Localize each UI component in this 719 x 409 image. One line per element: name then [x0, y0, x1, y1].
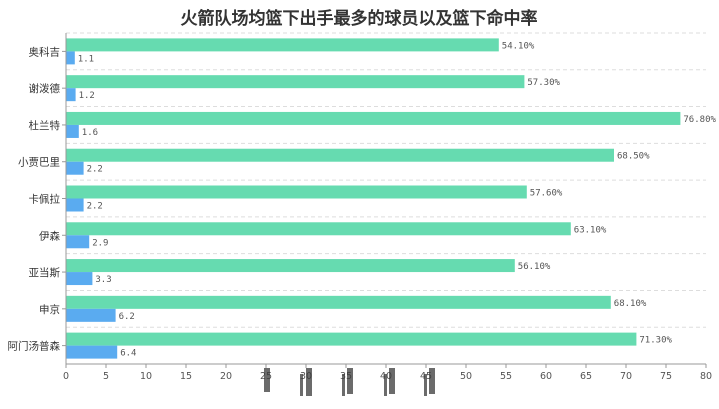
watermark-mark	[424, 374, 427, 396]
bars: 54.10% 1.1 57.30% 1.2 76.80% 1.6 68.50% 2.2 57.6…	[66, 38, 716, 359]
y-category-label: 卡佩拉	[29, 193, 61, 206]
data-label: 1.2	[79, 91, 95, 101]
bar-rate	[66, 185, 527, 199]
grid	[66, 32, 706, 328]
bar-rate	[66, 75, 525, 89]
x-tick-label: 55	[500, 371, 512, 382]
bar-attempts	[66, 198, 84, 212]
watermark-mark	[429, 368, 435, 394]
y-category-label: 伊森	[39, 229, 60, 242]
data-label: 1.1	[78, 54, 94, 64]
x-tick-label: 50	[460, 371, 472, 382]
bar-rate	[66, 148, 614, 162]
data-label: 56.10%	[518, 262, 551, 272]
data-label: 71.30%	[639, 336, 672, 346]
watermark-mark	[384, 374, 387, 396]
watermark-mark	[300, 374, 303, 396]
data-label: 6.4	[120, 349, 136, 359]
bar-rate	[66, 259, 515, 273]
x-tick-label: 5	[103, 371, 109, 382]
data-label: 2.2	[87, 202, 103, 212]
bar-attempts	[66, 124, 79, 138]
data-label: 2.9	[92, 238, 108, 248]
data-label: 3.3	[95, 275, 111, 285]
bar-attempts	[66, 161, 84, 175]
watermark-mark	[347, 368, 353, 394]
bar-rate	[66, 295, 611, 309]
watermark-mark	[342, 374, 345, 396]
data-label: 1.6	[82, 128, 98, 138]
y-category-label: 谢泼德	[29, 82, 61, 95]
y-category-label: 杜兰特	[29, 119, 61, 132]
x-tick-label: 70	[620, 371, 632, 382]
x-tick-label: 60	[540, 371, 552, 382]
y-category-label: 申京	[39, 303, 60, 316]
x-tick-label: 15	[180, 371, 192, 382]
data-label: 63.10%	[574, 225, 607, 235]
bar-attempts	[66, 345, 118, 359]
y-category-label: 亚当斯	[29, 266, 61, 279]
x-tick-label: 35	[340, 371, 352, 382]
data-label: 68.10%	[614, 299, 647, 309]
x-tick-label: 10	[140, 371, 152, 382]
chart-title: 火箭队场均篮下出手最多的球员以及篮下命中率	[181, 8, 538, 29]
data-label: 2.2	[87, 165, 103, 175]
bar-rate	[66, 38, 499, 52]
bar-attempts	[66, 272, 93, 286]
bar-attempts	[66, 308, 116, 322]
data-label: 6.2	[119, 312, 135, 322]
data-label: 54.10%	[502, 41, 535, 51]
x-tick-label: 20	[220, 371, 232, 382]
data-label: 68.50%	[617, 152, 650, 162]
y-category-label: 阿门汤普森	[8, 340, 61, 353]
bar-attempts	[66, 88, 76, 102]
bar-rate	[66, 332, 637, 346]
x-axis: 05101520253035404550556065707580	[63, 363, 712, 382]
y-category-label: 小贾巴里	[18, 157, 60, 169]
bar-rate	[66, 111, 681, 125]
watermark-mark	[306, 368, 312, 396]
watermark	[264, 368, 435, 396]
watermark-mark	[389, 368, 395, 394]
x-tick-label: 75	[660, 371, 672, 382]
data-label: 57.30%	[527, 78, 560, 88]
y-category-label: 奥科吉	[29, 45, 61, 58]
data-label: 57.60%	[530, 189, 563, 199]
bar-attempts	[66, 51, 75, 65]
x-tick-label: 80	[700, 371, 712, 382]
bar-attempts	[66, 235, 90, 249]
bar-rate	[66, 222, 571, 236]
x-tick-label: 0	[63, 371, 69, 382]
data-label: 76.80%	[683, 115, 716, 125]
watermark-mark	[264, 368, 270, 392]
x-tick-label: 65	[580, 371, 592, 382]
